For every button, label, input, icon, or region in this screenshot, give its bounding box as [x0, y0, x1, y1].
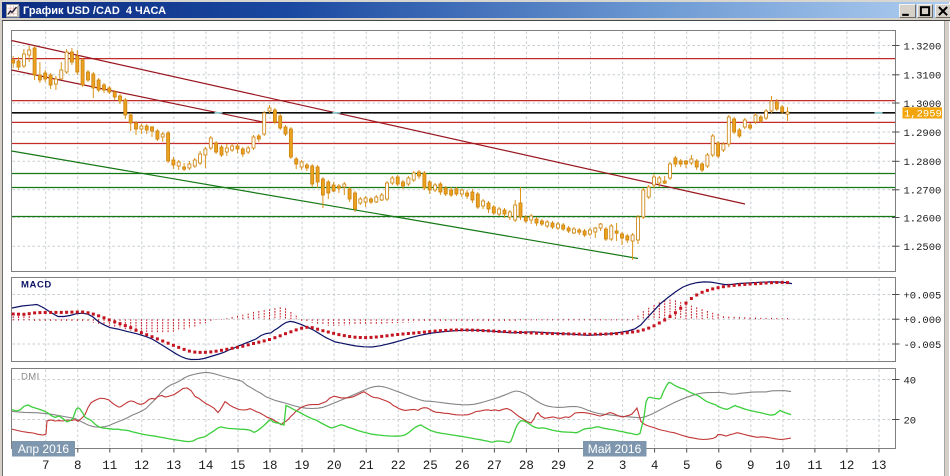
- svg-text:+0.005: +0.005: [904, 290, 942, 302]
- svg-text:5: 5: [683, 459, 691, 473]
- svg-text:13: 13: [871, 459, 886, 473]
- svg-text:18: 18: [262, 459, 277, 473]
- svg-text:6: 6: [715, 459, 723, 473]
- svg-text:1,2959: 1,2959: [904, 109, 942, 121]
- svg-text:12: 12: [134, 459, 149, 473]
- svg-text:1.2900: 1.2900: [904, 128, 942, 140]
- svg-text:19: 19: [295, 459, 310, 473]
- svg-text:14: 14: [198, 459, 213, 473]
- svg-text:20: 20: [327, 459, 342, 473]
- svg-text:10: 10: [775, 459, 790, 473]
- svg-text:7: 7: [42, 459, 50, 473]
- svg-text:20: 20: [904, 415, 917, 427]
- svg-text:-0.005: -0.005: [904, 340, 942, 352]
- svg-text:Май 2016: Май 2016: [588, 442, 642, 456]
- svg-text:11: 11: [807, 459, 822, 473]
- svg-text:21: 21: [359, 459, 374, 473]
- svg-text:26: 26: [455, 459, 470, 473]
- svg-text:13: 13: [166, 459, 181, 473]
- svg-text:Апр 2016: Апр 2016: [18, 442, 70, 456]
- svg-text:27: 27: [487, 459, 502, 473]
- svg-text:15: 15: [230, 459, 245, 473]
- svg-text:1.2800: 1.2800: [904, 157, 942, 169]
- svg-text:+0.000: +0.000: [904, 315, 942, 327]
- svg-text:9: 9: [747, 459, 755, 473]
- svg-text:1.3100: 1.3100: [904, 71, 942, 83]
- svg-text:1.2500: 1.2500: [904, 242, 942, 254]
- svg-text:4: 4: [651, 459, 659, 473]
- svg-text:3: 3: [619, 459, 627, 473]
- svg-text:12: 12: [839, 459, 854, 473]
- svg-text:8: 8: [74, 459, 82, 473]
- svg-text:1.2700: 1.2700: [904, 186, 942, 198]
- svg-text:40: 40: [904, 375, 917, 387]
- svg-text:DMI: DMI: [21, 372, 40, 383]
- svg-text:2: 2: [587, 459, 595, 473]
- svg-text:1.2600: 1.2600: [904, 213, 942, 225]
- svg-text:22: 22: [391, 459, 406, 473]
- svg-text:25: 25: [423, 459, 438, 473]
- svg-text:28: 28: [519, 459, 534, 473]
- svg-text:MACD: MACD: [21, 280, 52, 291]
- svg-text:29: 29: [551, 459, 566, 473]
- svg-text:11: 11: [102, 459, 117, 473]
- svg-text:1.3200: 1.3200: [904, 41, 942, 53]
